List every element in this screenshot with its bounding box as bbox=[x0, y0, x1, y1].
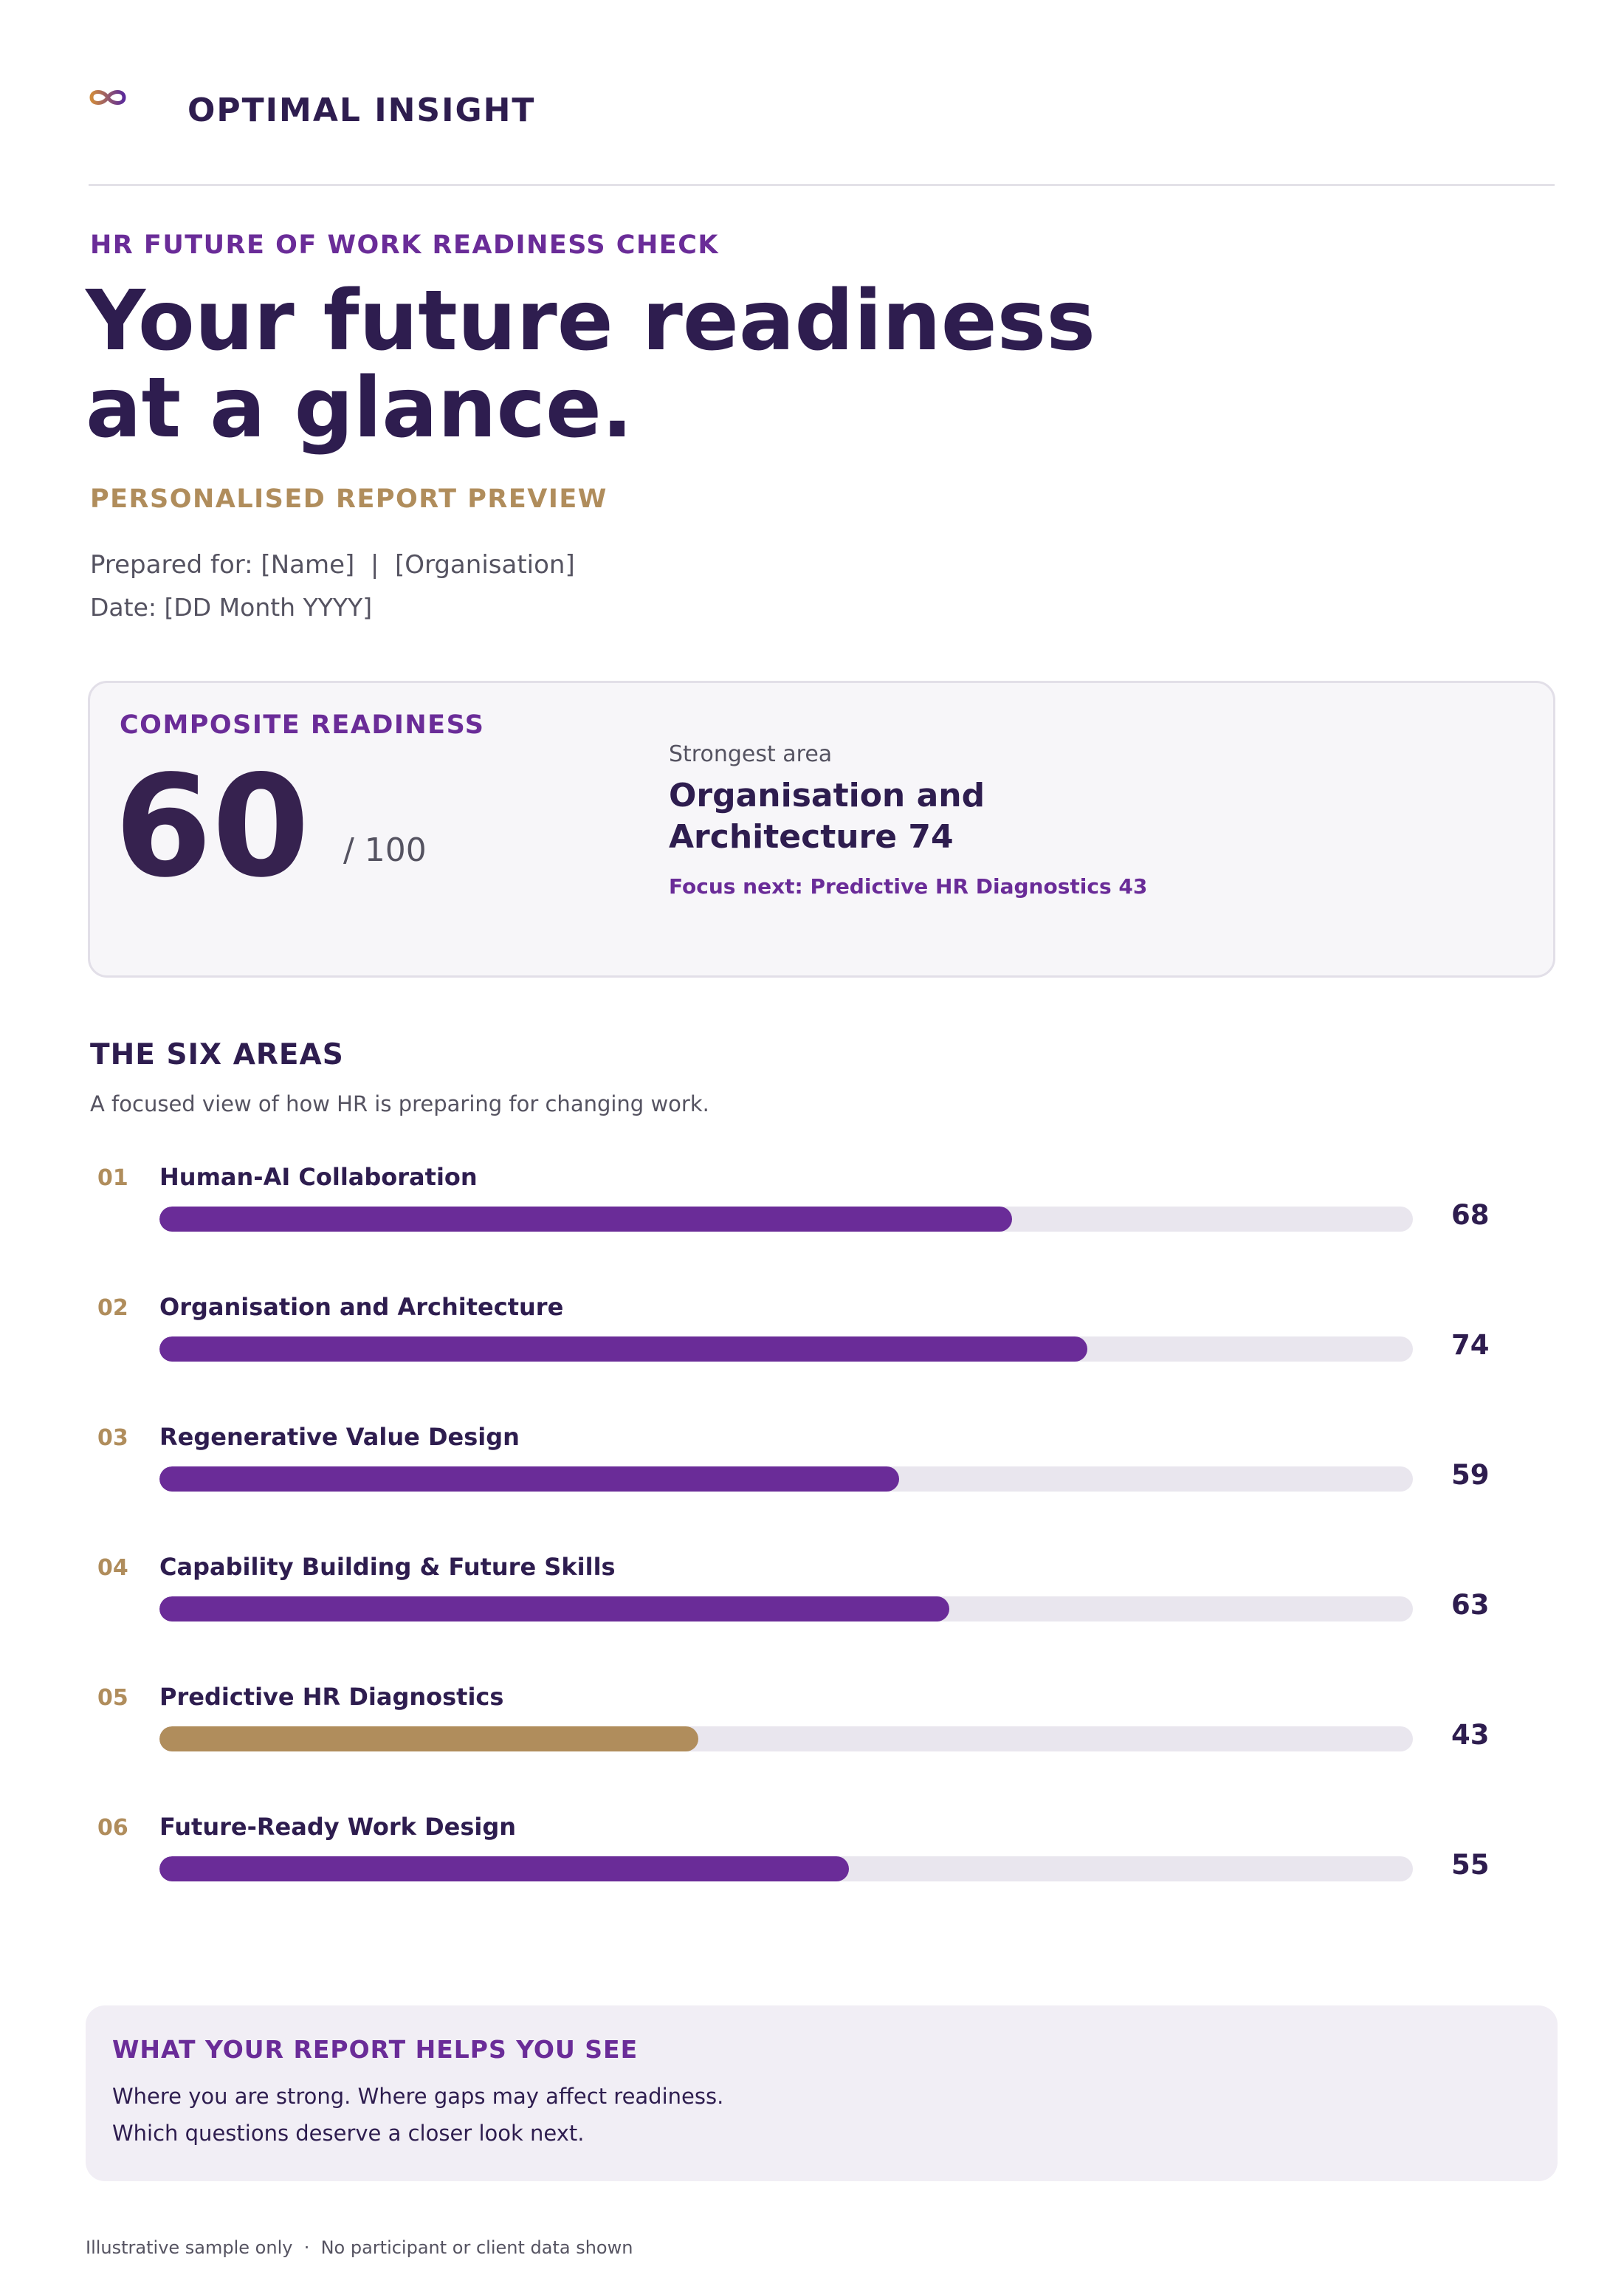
area-row: 01 Human-AI Collaboration 68 bbox=[0, 1163, 1624, 1254]
area-score: 55 bbox=[1451, 1849, 1490, 1881]
composite-readiness-card bbox=[88, 681, 1555, 978]
report-helps-title: WHAT YOUR REPORT HELPS YOU SEE bbox=[112, 2035, 639, 2064]
area-number: 05 bbox=[97, 1685, 128, 1711]
area-bar-fill bbox=[159, 1856, 849, 1881]
area-name: Organisation and Architecture bbox=[159, 1293, 564, 1321]
area-row: 06 Future-Ready Work Design 55 bbox=[0, 1813, 1624, 1904]
area-score: 74 bbox=[1451, 1329, 1490, 1361]
strongest-area: Organisation and Architecture 74 bbox=[669, 777, 985, 856]
area-bar-track bbox=[159, 1336, 1413, 1362]
strongest-area-label: Strongest area bbox=[669, 741, 833, 767]
footer-disclaimer: Illustrative sample only · No participan… bbox=[86, 2237, 633, 2258]
area-score: 68 bbox=[1451, 1199, 1490, 1231]
six-areas-description: A focused view of how HR is preparing fo… bbox=[90, 1091, 709, 1116]
area-name: Future-Ready Work Design bbox=[159, 1813, 517, 1841]
composite-label: COMPOSITE READINESS bbox=[120, 710, 485, 740]
composite-max: / 100 bbox=[343, 831, 427, 869]
report-helps-card bbox=[86, 2005, 1558, 2181]
brand-name: OPTIMAL INSIGHT bbox=[187, 92, 536, 129]
area-number: 01 bbox=[97, 1165, 128, 1191]
report-subkicker: PERSONALISED REPORT PREVIEW bbox=[90, 484, 608, 514]
area-number: 06 bbox=[97, 1815, 128, 1841]
report-helps-line-1: Where you are strong. Where gaps may aff… bbox=[112, 2084, 724, 2109]
page-title-line-1: Your future readiness bbox=[86, 273, 1096, 369]
area-name: Capability Building & Future Skills bbox=[159, 1553, 616, 1581]
area-bar-fill bbox=[159, 1596, 949, 1621]
area-score: 43 bbox=[1451, 1719, 1490, 1751]
area-bar-fill bbox=[159, 1207, 1012, 1232]
area-name: Regenerative Value Design bbox=[159, 1423, 520, 1451]
six-areas-title: THE SIX AREAS bbox=[90, 1038, 344, 1071]
area-bar-fill bbox=[159, 1726, 699, 1751]
area-bar-fill bbox=[159, 1466, 899, 1492]
report-helps-line-2: Which questions deserve a closer look ne… bbox=[112, 2121, 585, 2146]
area-row: 04 Capability Building & Future Skills 6… bbox=[0, 1553, 1624, 1644]
header-divider bbox=[89, 184, 1555, 186]
area-row: 05 Predictive HR Diagnostics 43 bbox=[0, 1683, 1624, 1774]
composite-score: 60 bbox=[114, 745, 310, 908]
area-number: 03 bbox=[97, 1425, 128, 1451]
page-title: Your future readiness at a glance. bbox=[86, 278, 1095, 452]
report-kicker: HR FUTURE OF WORK READINESS CHECK bbox=[90, 230, 720, 260]
area-bar-fill bbox=[159, 1336, 1087, 1362]
focus-next: Focus next: Predictive HR Diagnostics 43 bbox=[669, 874, 1148, 899]
area-score: 63 bbox=[1451, 1589, 1490, 1621]
area-bar-track bbox=[159, 1466, 1413, 1492]
area-bar-track bbox=[159, 1596, 1413, 1621]
area-bar-track bbox=[159, 1856, 1413, 1881]
report-date: Date: [DD Month YYYY] bbox=[90, 593, 373, 622]
area-number: 04 bbox=[97, 1555, 128, 1581]
prepared-for: Prepared for: [Name] | [Organisation] bbox=[90, 550, 575, 580]
area-score: 59 bbox=[1451, 1459, 1490, 1491]
area-name: Predictive HR Diagnostics bbox=[159, 1683, 504, 1711]
area-row: 03 Regenerative Value Design 59 bbox=[0, 1423, 1624, 1514]
area-row: 02 Organisation and Architecture 74 bbox=[0, 1293, 1624, 1384]
area-number: 02 bbox=[97, 1295, 128, 1321]
area-bar-track bbox=[159, 1207, 1413, 1232]
infinity-icon bbox=[89, 90, 126, 105]
page-title-line-2: at a glance. bbox=[86, 360, 633, 456]
area-name: Human-AI Collaboration bbox=[159, 1163, 478, 1191]
area-bar-track bbox=[159, 1726, 1413, 1751]
